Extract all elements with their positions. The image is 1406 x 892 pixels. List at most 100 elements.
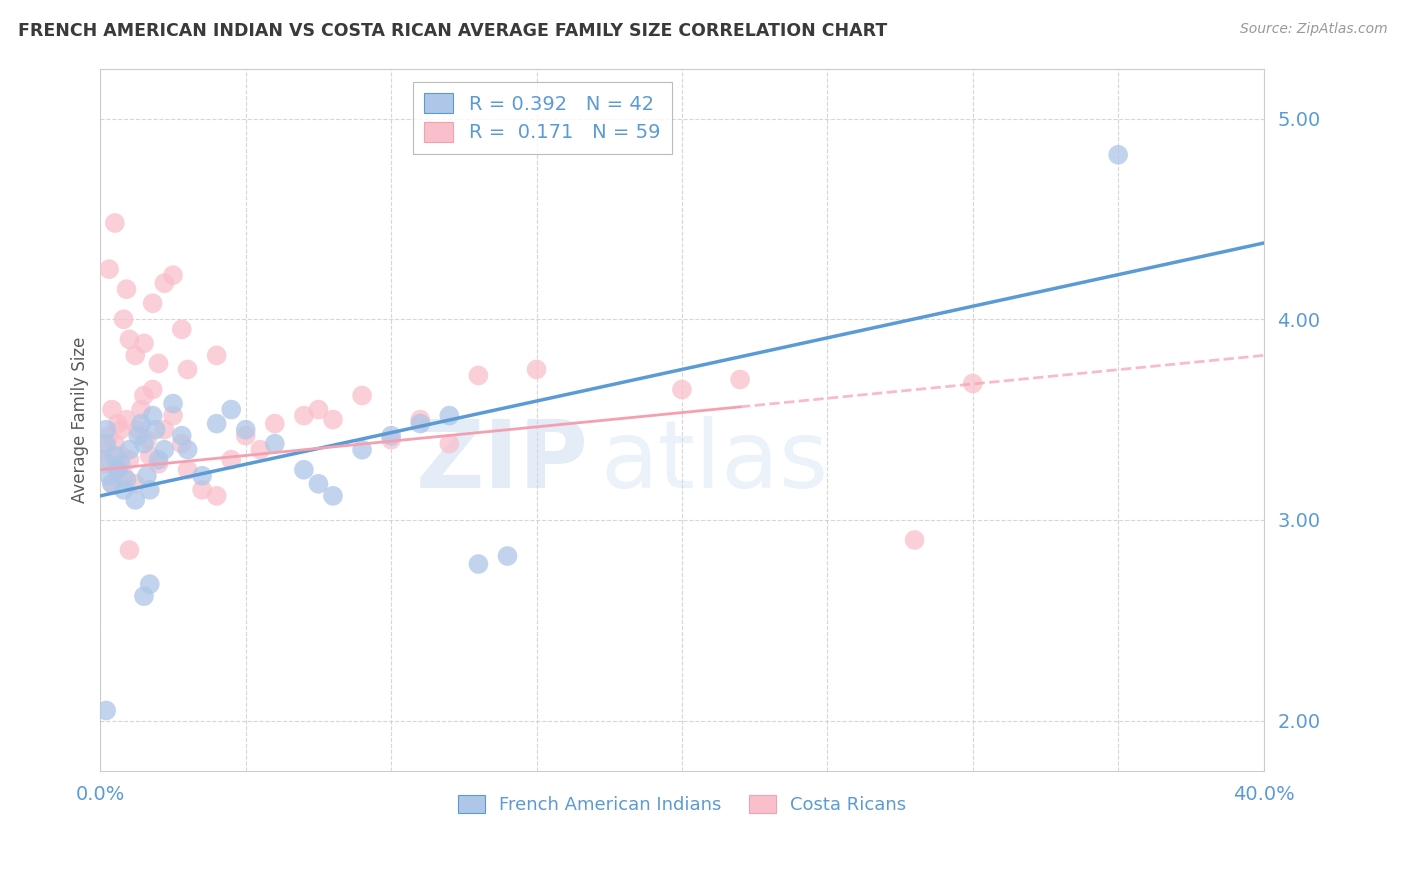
Point	[115, 473, 138, 487]
Point	[176, 463, 198, 477]
Point	[380, 433, 402, 447]
Point	[170, 436, 193, 450]
Point	[380, 428, 402, 442]
Point	[162, 268, 184, 282]
Point	[91, 442, 114, 457]
Point	[101, 402, 124, 417]
Point	[235, 423, 257, 437]
Point	[115, 412, 138, 426]
Point	[101, 476, 124, 491]
Point	[176, 442, 198, 457]
Point	[139, 483, 162, 497]
Point	[124, 476, 146, 491]
Point	[153, 442, 176, 457]
Point	[142, 383, 165, 397]
Point	[107, 463, 129, 477]
Point	[307, 402, 329, 417]
Point	[132, 589, 155, 603]
Point	[467, 557, 489, 571]
Point	[112, 468, 135, 483]
Point	[98, 468, 121, 483]
Point	[352, 442, 374, 457]
Text: FRENCH AMERICAN INDIAN VS COSTA RICAN AVERAGE FAMILY SIZE CORRELATION CHART: FRENCH AMERICAN INDIAN VS COSTA RICAN AV…	[18, 22, 887, 40]
Point	[124, 492, 146, 507]
Point	[249, 442, 271, 457]
Point	[107, 463, 129, 477]
Point	[162, 409, 184, 423]
Point	[129, 417, 152, 431]
Point	[409, 417, 432, 431]
Point	[322, 489, 344, 503]
Point	[496, 549, 519, 563]
Point	[98, 262, 121, 277]
Point	[96, 457, 118, 471]
Point	[307, 476, 329, 491]
Point	[191, 483, 214, 497]
Text: ZIP: ZIP	[416, 416, 589, 508]
Point	[110, 449, 132, 463]
Point	[671, 383, 693, 397]
Point	[292, 409, 315, 423]
Point	[728, 372, 751, 386]
Point	[104, 216, 127, 230]
Point	[127, 428, 149, 442]
Point	[104, 449, 127, 463]
Point	[235, 428, 257, 442]
Point	[115, 282, 138, 296]
Point	[129, 402, 152, 417]
Point	[205, 489, 228, 503]
Point	[112, 483, 135, 497]
Point	[142, 296, 165, 310]
Point	[104, 436, 127, 450]
Point	[162, 396, 184, 410]
Legend: French American Indians, Costa Ricans: French American Indians, Costa Ricans	[447, 784, 917, 825]
Point	[107, 417, 129, 431]
Point	[903, 533, 925, 547]
Point	[219, 452, 242, 467]
Point	[439, 436, 461, 450]
Point	[148, 356, 170, 370]
Point	[96, 704, 118, 718]
Point	[145, 423, 167, 437]
Point	[148, 452, 170, 467]
Point	[118, 442, 141, 457]
Point	[467, 368, 489, 383]
Point	[132, 436, 155, 450]
Point	[112, 312, 135, 326]
Point	[409, 412, 432, 426]
Point	[96, 436, 118, 450]
Point	[170, 322, 193, 336]
Point	[439, 409, 461, 423]
Point	[191, 468, 214, 483]
Point	[142, 409, 165, 423]
Point	[135, 468, 157, 483]
Point	[118, 543, 141, 558]
Point	[148, 457, 170, 471]
Point	[1107, 148, 1129, 162]
Point	[101, 476, 124, 491]
Point	[110, 457, 132, 471]
Point	[263, 417, 285, 431]
Point	[153, 276, 176, 290]
Point	[132, 388, 155, 402]
Text: Source: ZipAtlas.com: Source: ZipAtlas.com	[1240, 22, 1388, 37]
Text: atlas: atlas	[600, 416, 828, 508]
Point	[118, 452, 141, 467]
Point	[292, 463, 315, 477]
Point	[110, 423, 132, 437]
Point	[91, 452, 114, 467]
Point	[170, 428, 193, 442]
Point	[176, 362, 198, 376]
Point	[139, 449, 162, 463]
Y-axis label: Average Family Size: Average Family Size	[72, 336, 89, 503]
Point	[127, 423, 149, 437]
Point	[124, 348, 146, 362]
Point	[219, 402, 242, 417]
Point	[205, 348, 228, 362]
Point	[118, 332, 141, 346]
Point	[132, 336, 155, 351]
Point	[322, 412, 344, 426]
Point	[139, 577, 162, 591]
Point	[135, 433, 157, 447]
Point	[205, 417, 228, 431]
